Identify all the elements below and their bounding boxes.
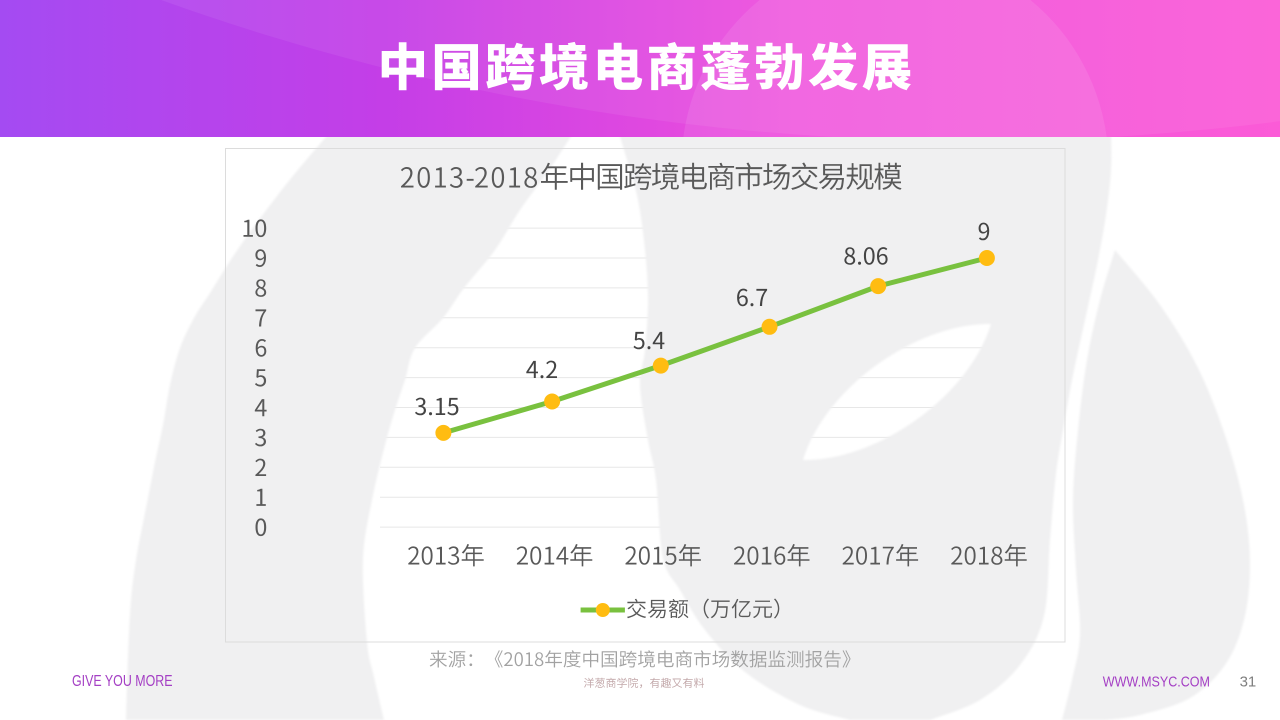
- svg-text:GIVE YOU MORE: GIVE YOU MORE: [72, 673, 173, 690]
- svg-text:31: 31: [1240, 674, 1257, 691]
- svg-text:WWW.MSYC.COM: WWW.MSYC.COM: [1103, 674, 1210, 691]
